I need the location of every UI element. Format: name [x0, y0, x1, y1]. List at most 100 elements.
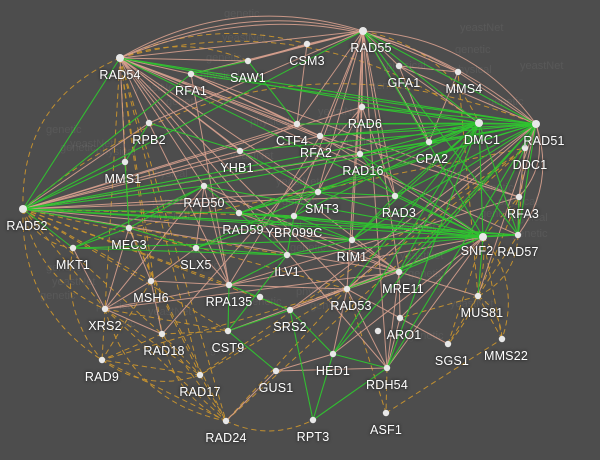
edge-physical	[150, 280, 163, 335]
node-rim1[interactable]	[348, 236, 356, 244]
node-rad16[interactable]	[356, 150, 364, 158]
edge-coexpression	[317, 191, 484, 238]
node-snf2[interactable]	[479, 233, 487, 241]
node-gus1[interactable]	[272, 367, 280, 375]
node-rad9[interactable]	[98, 356, 106, 364]
node-rad17[interactable]	[196, 371, 204, 379]
node-srs2b[interactable]	[374, 327, 382, 335]
node-mus81[interactable]	[474, 292, 482, 300]
node-msh6[interactable]	[147, 277, 155, 285]
node-mkt1[interactable]	[69, 244, 77, 252]
edge-physical	[399, 317, 449, 345]
node-rpb2[interactable]	[145, 119, 153, 127]
node-rad59[interactable]	[235, 209, 243, 217]
edge-genetic	[101, 288, 348, 361]
edge-coexpression	[128, 185, 205, 229]
edge-coexpression	[317, 123, 537, 193]
node-hed1[interactable]	[329, 350, 337, 358]
node-rad6[interactable]	[358, 103, 366, 111]
node-rad55[interactable]	[359, 27, 367, 35]
node-rdh54[interactable]	[383, 364, 391, 372]
node-cpa2[interactable]	[425, 138, 433, 146]
node-ctf4[interactable]	[293, 120, 301, 128]
node-ybr099c[interactable]	[290, 212, 298, 220]
node-aro1[interactable]	[396, 314, 404, 322]
node-rad57[interactable]	[514, 231, 522, 239]
edge-genetic	[104, 308, 229, 332]
edge-coexpression	[362, 30, 480, 124]
node-csm3[interactable]	[303, 40, 311, 48]
node-cst9[interactable]	[224, 327, 232, 335]
node-rpa135[interactable]	[225, 281, 233, 289]
edge-coexpression	[478, 122, 484, 238]
edge-genetic	[101, 359, 201, 382]
edge-coexpression	[195, 247, 288, 256]
node-rad54[interactable]	[116, 54, 124, 62]
node-srs2[interactable]	[286, 306, 294, 314]
node-rad24[interactable]	[222, 417, 230, 425]
node-mms22[interactable]	[498, 335, 506, 343]
edge-genetic	[161, 333, 227, 422]
node-yhb1[interactable]	[236, 147, 244, 155]
edge-genetic	[22, 83, 537, 210]
edge-physical	[346, 30, 364, 290]
node-ddc1[interactable]	[521, 144, 529, 152]
node-rad50[interactable]	[200, 182, 208, 190]
node-mec3[interactable]	[125, 224, 133, 232]
edge-coexpression	[346, 122, 480, 290]
node-rad3[interactable]	[391, 192, 399, 200]
node-mre11[interactable]	[395, 268, 403, 276]
node-rfa1[interactable]	[187, 70, 195, 78]
edge-genetic	[22, 208, 106, 310]
edge-physical	[22, 191, 319, 210]
edge-coexpression	[22, 208, 240, 214]
edge-coexpression	[286, 239, 353, 256]
edge-coexpression	[238, 212, 288, 256]
edge-genetic	[477, 295, 503, 340]
node-rad52[interactable]	[19, 205, 27, 213]
edge-genetic	[399, 295, 479, 319]
edge-physical	[428, 71, 459, 143]
node-saw1[interactable]	[244, 57, 252, 65]
node-rad18[interactable]	[158, 330, 166, 338]
node-sgs1[interactable]	[444, 340, 452, 348]
edge-genetic	[482, 196, 520, 238]
edge-coexpression	[398, 122, 480, 273]
edge-coexpression	[289, 309, 334, 355]
node-rpt3[interactable]	[309, 416, 317, 424]
node-ilv1[interactable]	[283, 251, 291, 259]
node-gfa1[interactable]	[395, 62, 403, 70]
node-rad53[interactable]	[343, 285, 351, 293]
node-rad51[interactable]	[532, 120, 540, 128]
edge-genetic	[101, 359, 201, 376]
edge-coexpression	[22, 208, 484, 238]
edge-coexpression	[362, 30, 484, 238]
node-smt3[interactable]	[314, 188, 322, 196]
edge-coexpression	[517, 196, 520, 236]
edge-genetic	[101, 280, 152, 361]
edge-physical	[346, 288, 401, 319]
node-rpa2b[interactable]	[256, 293, 264, 301]
node-dmc1[interactable]	[475, 119, 483, 127]
node-mms1[interactable]	[121, 158, 129, 166]
edge-physical	[228, 236, 484, 286]
edge-physical	[128, 227, 152, 282]
node-xrs2[interactable]	[101, 305, 109, 313]
node-asf1[interactable]	[382, 409, 390, 417]
node-layer[interactable]	[19, 27, 540, 425]
edge-coexpression	[477, 236, 484, 297]
node-rfa2[interactable]	[316, 132, 324, 140]
edge-physical	[247, 43, 308, 62]
edge-physical	[289, 288, 348, 311]
edge-physical	[225, 370, 277, 422]
edge-physical	[104, 280, 152, 310]
node-mms4[interactable]	[454, 68, 462, 76]
node-rfa3[interactable]	[515, 193, 523, 201]
edge-genetic	[69, 247, 103, 361]
edge-coexpression	[22, 208, 519, 236]
edge-coexpression	[332, 353, 388, 369]
edge-coexpression	[239, 150, 319, 193]
node-slx5[interactable]	[192, 244, 200, 252]
